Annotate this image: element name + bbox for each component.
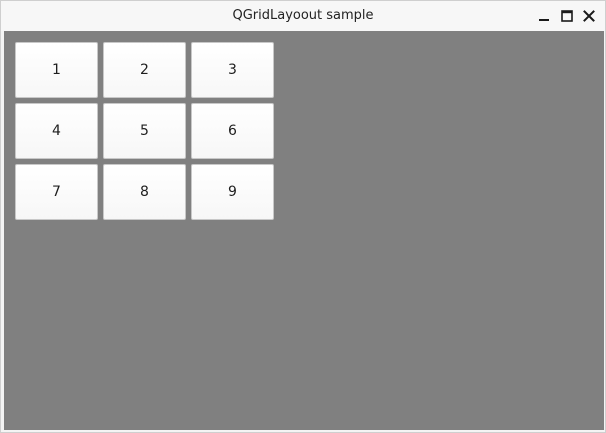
grid-button-5[interactable]: 5 <box>103 103 186 159</box>
maximize-button[interactable] <box>559 8 575 24</box>
title-bar[interactable]: QGridLayoout sample <box>1 1 605 31</box>
grid-button-2[interactable]: 2 <box>103 42 186 98</box>
close-button[interactable] <box>581 8 597 24</box>
close-icon <box>581 8 597 24</box>
minimize-button[interactable] <box>536 8 552 24</box>
grid-button-9[interactable]: 9 <box>191 164 274 220</box>
grid-layout-area: 1 2 3 4 5 6 7 8 9 <box>4 31 604 430</box>
grid-button-6[interactable]: 6 <box>191 103 274 159</box>
grid-button-8[interactable]: 8 <box>103 164 186 220</box>
grid-button-4[interactable]: 4 <box>15 103 98 159</box>
grid-button-3[interactable]: 3 <box>191 42 274 98</box>
minimize-icon <box>536 8 552 24</box>
maximize-icon <box>559 8 575 24</box>
grid-button-1[interactable]: 1 <box>15 42 98 98</box>
window-title: QGridLayoout sample <box>1 1 605 31</box>
grid-button-7[interactable]: 7 <box>15 164 98 220</box>
